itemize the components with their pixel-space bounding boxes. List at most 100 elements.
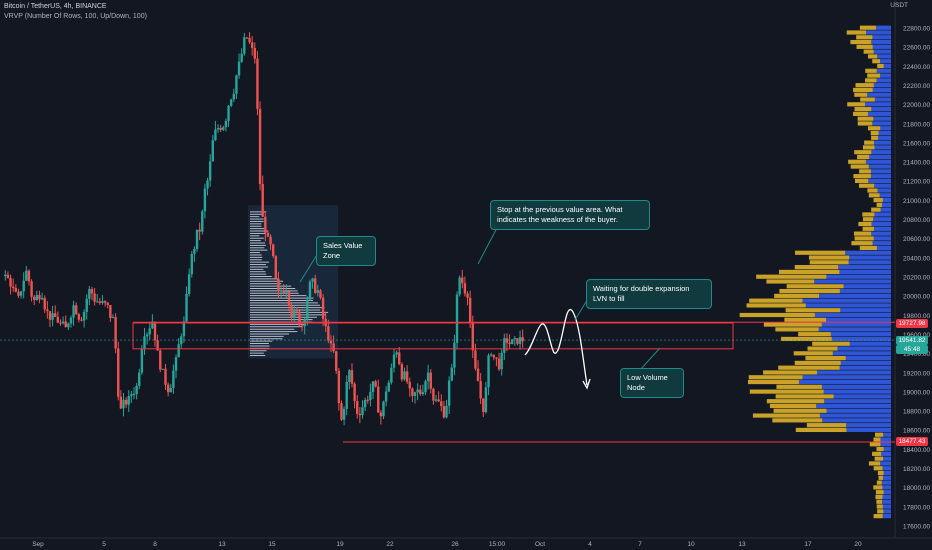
vp-bar-up: [859, 183, 875, 188]
candle-body: [151, 321, 154, 329]
candle-body: [345, 382, 348, 409]
candle-body: [61, 321, 65, 324]
candle-body: [159, 350, 162, 370]
vp-bar-down: [821, 384, 891, 389]
vp-bar-up: [863, 49, 874, 54]
candle-body: [43, 298, 46, 310]
candle-body: [335, 351, 338, 371]
candle-body: [306, 299, 309, 320]
candle-body: [248, 37, 251, 43]
vp-bar-down: [839, 269, 891, 275]
candle-body: [353, 383, 356, 402]
candle-body: [119, 396, 123, 409]
y-tick-label: 20800.00: [903, 217, 930, 224]
candle-body: [271, 244, 275, 257]
candle-body: [132, 393, 136, 395]
candle-body: [185, 293, 188, 322]
vp-bar-up: [876, 480, 882, 485]
vp-bar-down: [865, 159, 891, 164]
vp-bar-down: [877, 54, 891, 59]
candle-body: [293, 309, 296, 318]
vp-bar-down: [880, 461, 891, 466]
vp-bar-down: [882, 494, 891, 500]
candle-body: [222, 127, 225, 130]
vp-bar-down: [876, 245, 891, 251]
vp-bar-up: [756, 274, 827, 279]
vp-bar-up: [807, 346, 838, 351]
candle-body: [124, 399, 128, 405]
vp-bar-up: [856, 44, 873, 49]
vp-bar-down: [866, 30, 891, 35]
x-tick-label: Sep: [32, 541, 44, 548]
candle-body: [516, 338, 519, 344]
y-tick-label: 19800.00: [903, 313, 930, 320]
candle-body: [429, 372, 432, 389]
x-tick-label: 20: [854, 541, 862, 548]
vp-bar-down: [833, 394, 891, 399]
x-tick-label: Oct: [535, 541, 545, 548]
y-tick-label: 21400.00: [903, 160, 930, 167]
vp-bar-down: [822, 418, 891, 423]
vp-bar-down: [872, 44, 891, 49]
vp-bar-up: [779, 288, 840, 294]
vp-bar-down: [846, 427, 891, 433]
vp-bar-up: [795, 427, 847, 433]
candle-body: [98, 301, 102, 303]
candle-body: [416, 389, 419, 393]
vp-bar-up: [752, 413, 820, 418]
vp-bar-down: [882, 197, 891, 203]
vp-bar-down: [816, 403, 891, 409]
vp-bar-down: [880, 59, 891, 64]
vp-bar-up: [785, 308, 841, 313]
x-tick-label: 10: [687, 541, 695, 548]
stop-note-callout: Stop at the previous value area. What in…: [490, 200, 650, 230]
vp-bar-down: [872, 121, 891, 126]
candle-body: [311, 278, 314, 282]
vp-bar-down: [867, 111, 891, 116]
vp-bar-down: [883, 490, 891, 495]
vp-bar-down: [819, 293, 891, 298]
candle-body: [143, 336, 146, 350]
candle-body: [400, 364, 404, 380]
projection-wave: [524, 308, 588, 386]
sales-zone-callout: Sales Value Zone: [316, 236, 376, 266]
candle-body: [201, 211, 204, 232]
upper-zone-box: [132, 322, 734, 350]
candle-body: [243, 37, 246, 54]
vp-bar-down: [805, 303, 891, 308]
candle-body: [458, 277, 461, 295]
candle-body: [101, 301, 104, 303]
candle-body: [130, 394, 133, 397]
vp-bar-up: [747, 379, 799, 385]
candle-body: [106, 302, 109, 306]
vp-bar-down: [832, 351, 891, 356]
vp-bar-down: [883, 63, 891, 69]
vp-bar-up: [773, 408, 827, 413]
vp-bar-up: [857, 154, 870, 160]
candle-body: [356, 401, 359, 414]
vp-bar-up: [862, 212, 875, 217]
vp-bar-up: [851, 241, 873, 246]
vp-bar-up: [873, 466, 883, 471]
vp-bar-up: [853, 231, 872, 236]
candle-body: [450, 367, 453, 381]
candle-body: [392, 354, 396, 368]
vp-bar-up: [746, 303, 806, 308]
candle-body: [484, 387, 488, 412]
vp-bar-down: [818, 327, 891, 332]
candle-body: [327, 326, 330, 341]
x-tick-label: 13: [738, 541, 746, 548]
candle-body: [114, 317, 117, 349]
x-tick-label: 4: [588, 541, 592, 548]
candle-body: [466, 293, 469, 298]
candle-body: [14, 287, 18, 292]
vp-bar-down: [879, 193, 891, 198]
y-tick-label: 19400.00: [903, 351, 930, 358]
vp-bar-up: [854, 178, 869, 184]
vp-bar-down: [873, 236, 891, 241]
vp-bar-up: [794, 360, 841, 365]
candle-body: [216, 127, 220, 130]
y-tick-label: 20000.00: [903, 294, 930, 301]
current-price-tag: 19541.82: [896, 336, 928, 345]
vp-bar-down: [817, 370, 891, 375]
